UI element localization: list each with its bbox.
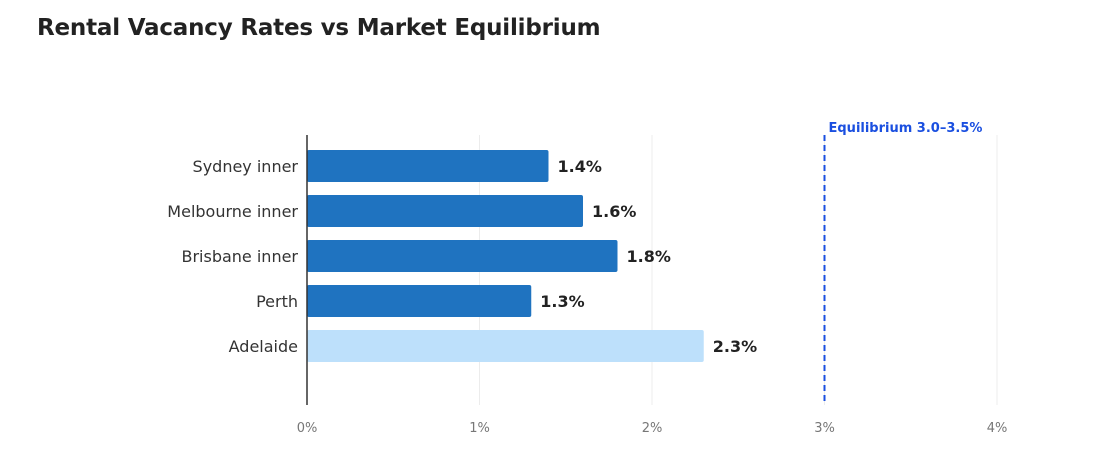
bar xyxy=(307,195,583,227)
category-label: Brisbane inner xyxy=(181,247,298,266)
bar xyxy=(307,150,549,182)
x-tick-label: 3% xyxy=(814,421,835,436)
chart-title: Rental Vacancy Rates vs Market Equilibri… xyxy=(37,15,601,41)
x-tick-label: 0% xyxy=(297,421,318,436)
x-tick-label: 1% xyxy=(469,421,490,436)
data-label: 1.8% xyxy=(627,247,671,266)
data-label: 2.3% xyxy=(713,337,757,356)
data-label: 1.3% xyxy=(540,292,584,311)
data-label: 1.6% xyxy=(592,202,636,221)
category-label: Melbourne inner xyxy=(167,202,298,221)
axes: 0% 1% 2% 3% 4% Sydney inner Melbourne inner Bri… xyxy=(167,135,1007,436)
data-label: 1.4% xyxy=(558,157,602,176)
equilibrium-label: Equilibrium 3.0–3.5% xyxy=(829,121,983,136)
bars: 1.4% 1.6% 1.8% 1.3% 2.3% xyxy=(307,150,757,362)
reference-line-group: Equilibrium 3.0–3.5% xyxy=(823,121,983,405)
category-label: Perth xyxy=(256,292,298,311)
bar xyxy=(307,240,618,272)
category-label: Adelaide xyxy=(229,337,298,356)
category-label: Sydney inner xyxy=(193,157,299,176)
bar xyxy=(307,330,704,362)
bar xyxy=(307,285,532,317)
x-tick-label: 4% xyxy=(987,421,1008,436)
x-tick-label: 2% xyxy=(642,421,663,436)
